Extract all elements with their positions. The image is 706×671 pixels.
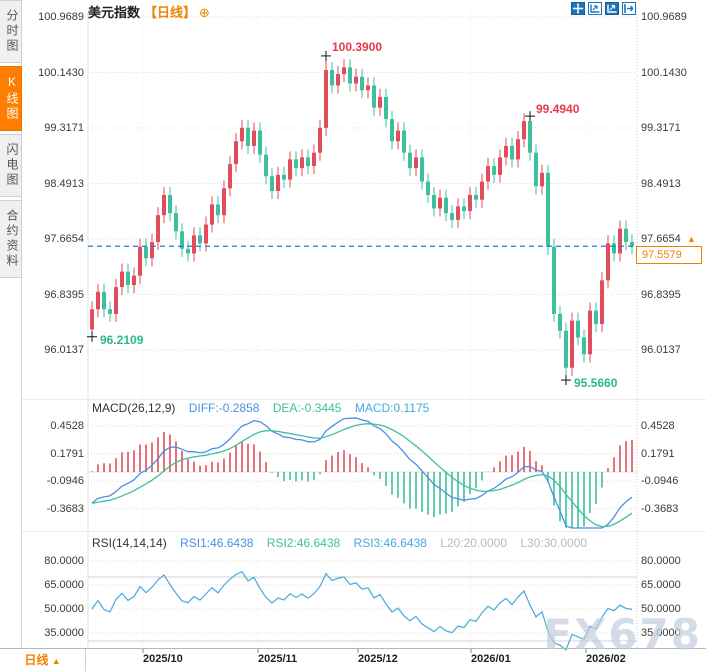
main-y-label: 100.9689 xyxy=(641,11,687,23)
rsi-y-label: 80.0000 xyxy=(641,555,681,567)
rsi-header: RSI(14,14,14) RSI1:46.6438 RSI2:46.6438 … xyxy=(92,536,587,550)
annotation-swing-low-price: 96.2109 xyxy=(100,333,144,347)
main-y-label: 100.1430 xyxy=(38,66,84,79)
rsi-y-label: 50.0000 xyxy=(641,603,681,615)
macd-y-label: -0.0946 xyxy=(46,475,84,488)
macd-dea-value: DEA:-0.3445 xyxy=(272,401,342,415)
current-price-box: 97.5579 xyxy=(636,246,702,264)
rsi-l30-value: L30:30.0000 xyxy=(520,536,588,550)
macd-y-label: 0.1791 xyxy=(50,447,84,460)
main-y-label: 99.3171 xyxy=(641,122,681,134)
rsi1-value: RSI1:46.6438 xyxy=(180,536,254,550)
sidebar-tab-lightning-chart[interactable]: 闪电图 xyxy=(0,134,22,197)
period-selector[interactable]: 日线 ▲ xyxy=(0,649,86,671)
sidebar-tab-time-chart[interactable]: 分时图 xyxy=(0,0,22,63)
main-y-label: 96.0137 xyxy=(641,344,681,356)
main-y-label: 97.6654 xyxy=(641,233,681,245)
main-y-label: 96.8395 xyxy=(641,288,681,301)
x-axis-label: 2025/10 xyxy=(143,653,183,665)
macd-y-label: 0.4528 xyxy=(641,420,675,432)
x-axis-label: 2026/02 xyxy=(586,653,626,665)
macd-y-label: -0.3683 xyxy=(46,502,84,515)
rsi-y-label: 50.0000 xyxy=(44,603,84,615)
zoom-x-axis-icon[interactable] xyxy=(588,2,602,15)
symbol-name: 美元指数 xyxy=(88,5,141,20)
x-axis-label: 2025/11 xyxy=(258,653,298,665)
main-y-label: 100.1430 xyxy=(641,66,687,79)
period-tag: 【日线】 xyxy=(144,5,197,20)
period-selector-label: 日线 xyxy=(24,653,49,667)
macd-y-label: -0.0946 xyxy=(641,475,679,488)
period-selector-arrow-icon: ▲ xyxy=(51,656,61,666)
macd-bar-value: MACD:0.1175 xyxy=(354,401,430,415)
price-up-arrow-icon: ▲ xyxy=(687,234,696,244)
rsi-y-label: 35.0000 xyxy=(44,627,84,639)
main-y-label: 96.0137 xyxy=(44,344,84,356)
rsi2-value: RSI2:46.6438 xyxy=(266,536,341,550)
main-y-label: 99.3171 xyxy=(44,122,84,134)
rsi3-value: RSI3:46.6438 xyxy=(353,536,427,550)
sidebar-tab-contract-info[interactable]: 合约资料 xyxy=(0,200,22,278)
main-y-label: 98.4913 xyxy=(641,177,681,190)
x-axis-label: 2025/12 xyxy=(358,653,398,665)
macd-diff-value: DIFF:-0.2858 xyxy=(188,401,260,415)
pan-right-icon[interactable] xyxy=(622,2,636,15)
rsi-l20-value: L20:20.0000 xyxy=(440,536,507,550)
main-y-label: 96.8395 xyxy=(44,288,84,301)
macd-y-label: 0.4528 xyxy=(50,420,84,432)
annotation-highest-price: 100.3900 xyxy=(332,40,383,54)
rsi-y-label: 80.0000 xyxy=(44,555,84,567)
rsi-title: RSI(14,14,14) xyxy=(92,536,167,550)
add-indicator-button[interactable]: ⊕ xyxy=(199,5,210,20)
main-y-label: 98.4913 xyxy=(44,177,84,190)
annotation-swing-high-price: 99.4940 xyxy=(536,102,580,116)
macd-header: MACD(26,12,9) DIFF:-0.2858 DEA:-0.3445 M… xyxy=(92,401,429,415)
main-y-label: 100.9689 xyxy=(38,11,84,23)
chart-title: 美元指数 【日线】 ⊕ xyxy=(88,2,210,20)
rsi-y-label: 65.0000 xyxy=(44,579,84,591)
x-axis-label: 2026/01 xyxy=(471,653,511,665)
macd-y-label: -0.3683 xyxy=(641,502,679,515)
main-y-label: 97.6654 xyxy=(44,233,84,245)
sidebar-tab-kline-chart[interactable]: K线图 xyxy=(0,66,22,131)
rsi-y-label: 65.0000 xyxy=(641,579,681,591)
chart-toolbar xyxy=(571,2,636,15)
time-axis-bar: 日线 ▲ 2025/10 2025/11 2025/12 2026/01 2026/02 xyxy=(0,648,706,671)
move-crosshair-icon[interactable] xyxy=(571,2,585,15)
zoom-y-axis-icon[interactable] xyxy=(605,2,619,15)
macd-title: MACD(26,12,9) xyxy=(92,401,176,415)
sidebar: 分时图 K线图 闪电图 合约资料 xyxy=(0,0,22,648)
macd-y-label: 0.1791 xyxy=(641,447,675,460)
rsi-y-label: 35.0000 xyxy=(641,627,681,639)
annotation-lowest-price: 95.5660 xyxy=(574,376,618,390)
